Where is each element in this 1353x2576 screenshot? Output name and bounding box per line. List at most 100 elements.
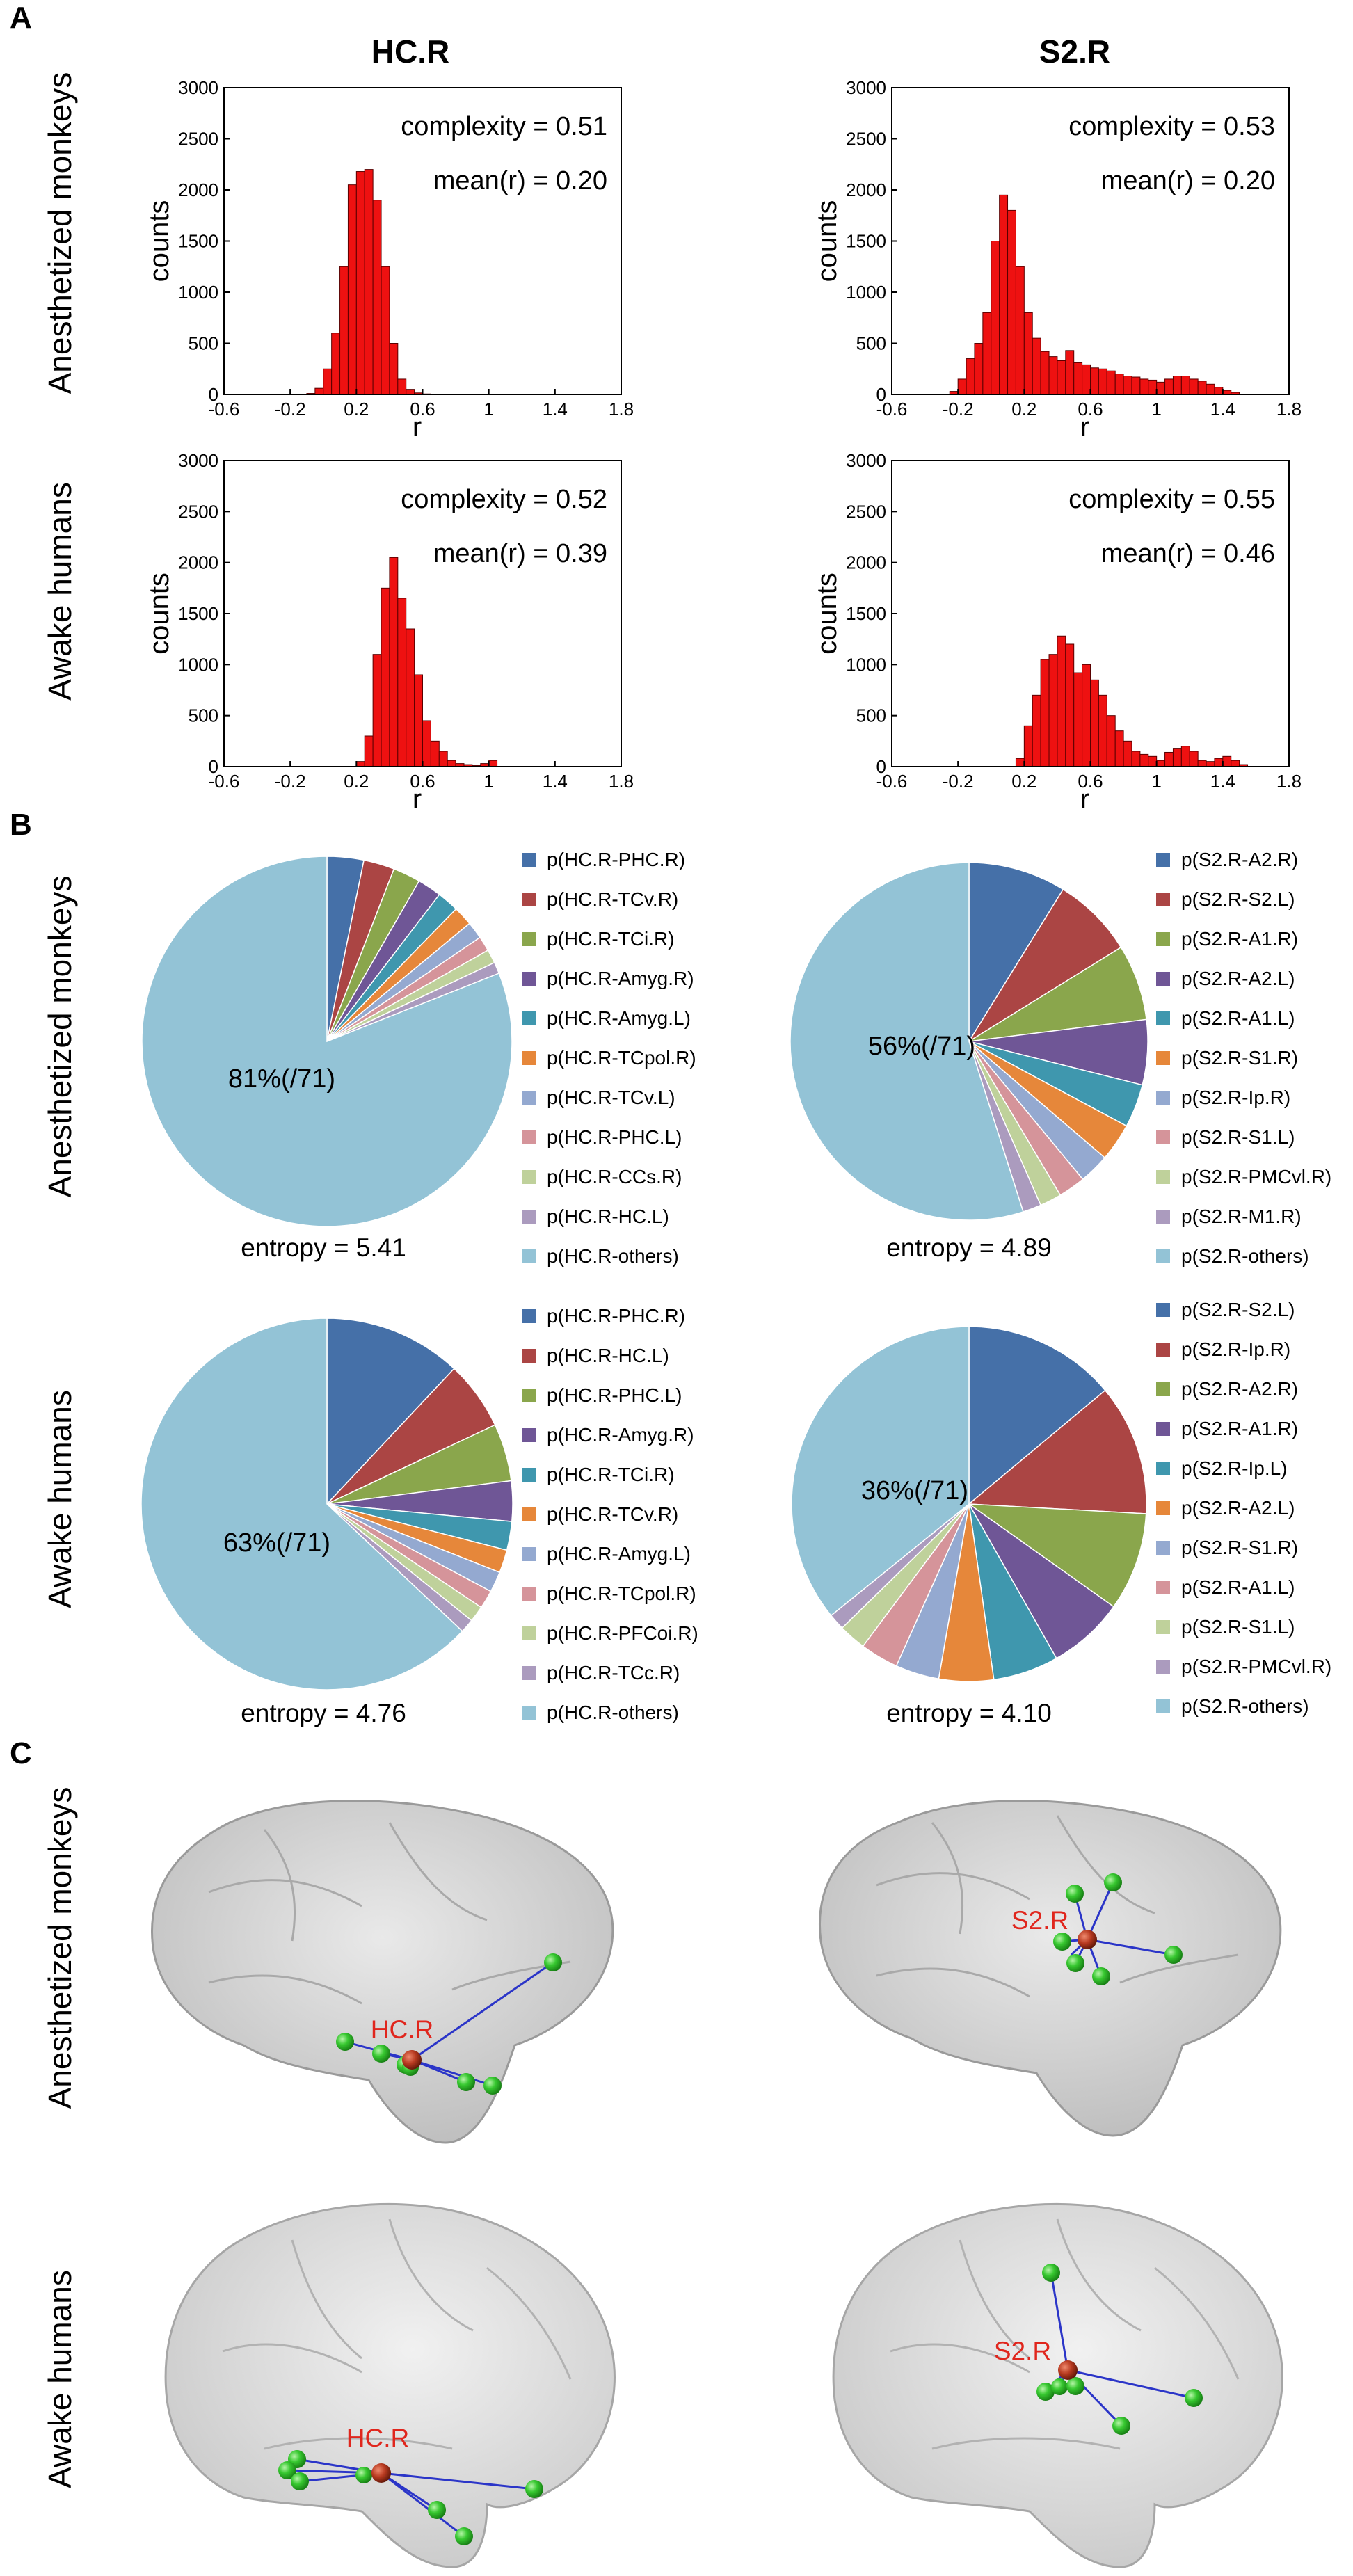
histogram-bar [488, 760, 498, 767]
legend-label: p(HC.R-TCi.R) [547, 928, 675, 950]
legend-label: p(S2.R-A2.R) [1181, 849, 1298, 870]
legend-label: p(HC.R-PFCoi.R) [547, 1622, 698, 1644]
legend-label: p(S2.R-S1.L) [1181, 1126, 1295, 1148]
human-brain-surface [164, 2202, 616, 2568]
brain-s2-awake: S2.R [832, 2202, 1283, 2568]
mean-r-annotation: mean(r) = 0.20 [433, 166, 607, 195]
histogram-bar [1032, 337, 1041, 395]
histogram-bar [1090, 367, 1099, 395]
histogram-bar [1139, 753, 1149, 767]
x-tick-label: -0.2 [275, 771, 306, 792]
histogram-bar [1057, 635, 1066, 767]
histogram-bar [1015, 758, 1025, 767]
x-tick-label: 1.4 [1210, 771, 1235, 792]
node [455, 2527, 473, 2545]
region-label: S2.R [994, 2337, 1051, 2365]
legend-swatch [1156, 1422, 1170, 1436]
histogram-bar [1114, 730, 1124, 767]
legend-label: p(S2.R-A2.R) [1181, 1378, 1298, 1400]
panel-letter-b: B [10, 808, 32, 842]
histogram-bar [1231, 760, 1240, 767]
legend-label: p(HC.R-TCv.R) [547, 1503, 678, 1525]
legend-label: p(S2.R-Ip.R) [1181, 1087, 1290, 1108]
row-label-c-awake: Awake humans [42, 2270, 78, 2488]
histogram-s2-anesthetized: -0.6 -0.2 0.2 0.6 1 1.4 1.8 0 500 1000 1500 2000 250… [812, 77, 1302, 442]
legend-label: p(HC.R-TCpol.R) [547, 1047, 696, 1069]
legend-label: p(S2.R-S1.R) [1181, 1047, 1298, 1069]
legend-swatch [1156, 1343, 1170, 1357]
legend-label: p(HC.R-others) [547, 1245, 679, 1267]
x-tick-label: -0.6 [876, 399, 908, 419]
histogram-bar [406, 389, 415, 395]
legend-swatch [1156, 932, 1170, 946]
y-tick-label: 3000 [178, 450, 218, 471]
y-tick-label: 500 [856, 333, 886, 354]
legend-label: p(HC.R-TCi.R) [547, 1464, 675, 1485]
histogram-bar [323, 368, 333, 395]
histogram-bar [974, 343, 984, 395]
legend-label: p(S2.R-A1.L) [1181, 1576, 1295, 1598]
entropy-label: entropy = 4.89 [886, 1233, 1052, 1262]
pie-slice [968, 1326, 1106, 1505]
x-tick-label: 0.2 [344, 399, 369, 419]
pie-slice [791, 1326, 970, 1617]
legend-swatch [522, 1349, 536, 1363]
histogram-bar [999, 194, 1009, 395]
x-tick-label: 1.8 [609, 771, 634, 792]
legend-swatch [1156, 1170, 1170, 1184]
legend-label: p(HC.R-Amyg.L) [547, 1543, 691, 1565]
histogram-bar [372, 654, 382, 767]
y-tick-label: 3000 [846, 77, 886, 98]
legend-swatch [1156, 853, 1170, 867]
legend-label: p(S2.R-A1.L) [1181, 1007, 1295, 1029]
histogram-bar [1073, 362, 1083, 395]
legend-label: p(S2.R-others) [1181, 1245, 1309, 1267]
node [544, 1953, 562, 1971]
node [1066, 2377, 1084, 2395]
panel-letter-c: C [10, 1736, 32, 1770]
brain-s2-anesthetized: S2.R [819, 1800, 1282, 2137]
y-tick-label: 1000 [846, 654, 886, 675]
legend-label: p(HC.R-HC.L) [547, 1345, 669, 1366]
legend-swatch [1156, 1011, 1170, 1025]
x-tick-label: 1 [483, 399, 493, 419]
entropy-label: entropy = 4.10 [886, 1699, 1052, 1727]
legend-label: p(S2.R-PMCvl.R) [1181, 1656, 1331, 1677]
y-tick-label: 2500 [178, 501, 218, 522]
node [336, 2033, 354, 2051]
legend-label: p(S2.R-A2.L) [1181, 1497, 1295, 1519]
legend-swatch [522, 1468, 536, 1482]
histogram-bar [982, 312, 992, 395]
node [291, 2472, 309, 2490]
pie-slice [141, 856, 513, 1227]
y-tick-label: 1000 [846, 282, 886, 303]
pie-slice [968, 888, 1122, 1042]
histogram-bar [1172, 376, 1182, 395]
y-axis-label: counts [812, 573, 842, 655]
histogram-bar [1098, 368, 1107, 395]
node [525, 2480, 543, 2498]
legend-label: p(S2.R-Ip.R) [1181, 1338, 1290, 1360]
pie-hc-anesthetized: 81%(/71) entropy = 5.41 p(HC.R-PHC.R) p(HC.… [141, 849, 696, 1267]
legend-label: p(HC.R-HC.L) [547, 1206, 669, 1227]
histogram-bar [1214, 387, 1224, 395]
mean-r-annotation: mean(r) = 0.20 [1101, 166, 1275, 195]
histogram-bar [1082, 364, 1091, 395]
histogram-hc-anesthetized: -0.6 -0.2 0.2 0.6 1 1.4 1.8 0 500 1000 1500 2000 250… [144, 77, 634, 442]
histogram-bar [1114, 374, 1124, 395]
y-tick-label: 3000 [846, 450, 886, 471]
legend-swatch [522, 1130, 536, 1144]
histogram-bar [1156, 760, 1166, 767]
complexity-annotation: complexity = 0.52 [401, 485, 607, 514]
histogram-bar [1065, 350, 1075, 395]
histogram-bar [1214, 758, 1224, 767]
x-tick-label: 1 [1151, 771, 1161, 792]
legend-label: p(HC.R-PHC.R) [547, 849, 685, 870]
x-tick-label: -0.6 [876, 771, 908, 792]
mean-r-annotation: mean(r) = 0.46 [1101, 539, 1275, 568]
histogram-bar [381, 587, 390, 767]
legend-swatch [1156, 1091, 1170, 1105]
histogram-hc-awake: -0.6 -0.2 0.2 0.6 1 1.4 1.8 0 500 1000 1500 2000 250… [144, 450, 634, 815]
histogram-bar [1197, 381, 1207, 395]
